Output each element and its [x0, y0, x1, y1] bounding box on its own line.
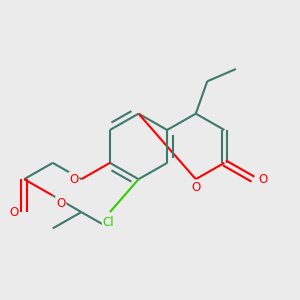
Text: O: O: [56, 197, 65, 210]
Text: O: O: [258, 173, 267, 186]
Text: O: O: [10, 206, 19, 219]
Text: O: O: [69, 173, 79, 186]
Text: Cl: Cl: [103, 215, 114, 229]
Text: O: O: [191, 181, 200, 194]
